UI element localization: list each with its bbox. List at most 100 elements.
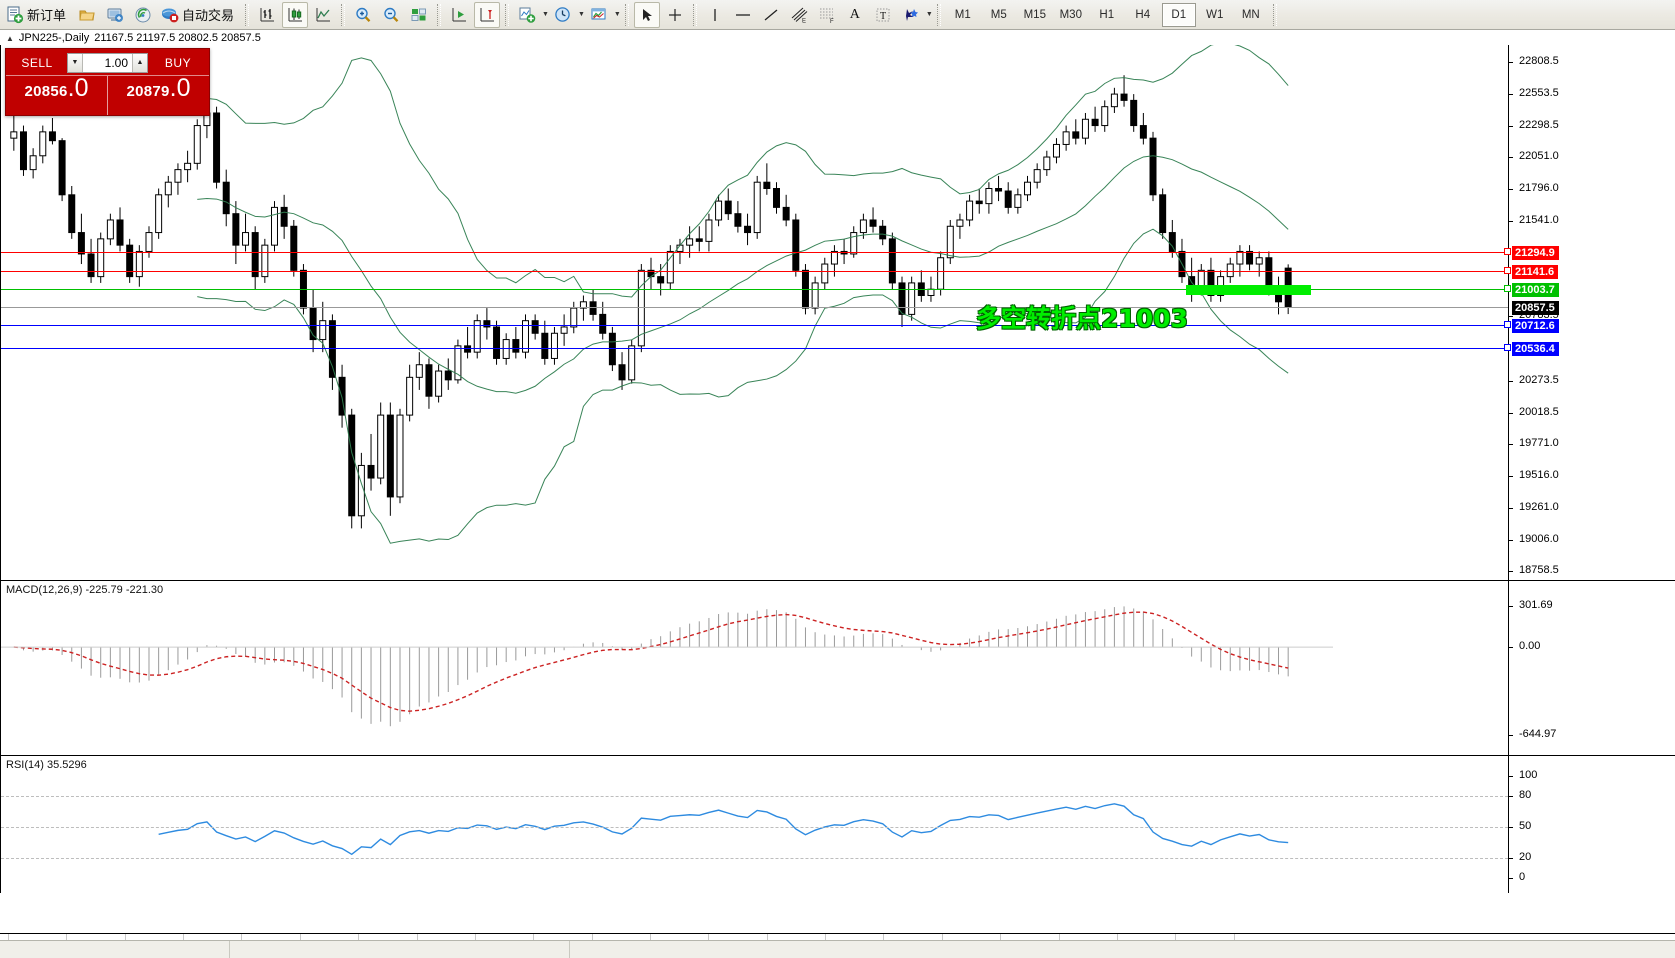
sell-price-int: 20856 bbox=[24, 83, 68, 100]
level-line-21294.9[interactable] bbox=[1, 252, 1508, 254]
bar-chart-icon bbox=[260, 7, 275, 21]
timeframe-w1[interactable]: W1 bbox=[1206, 8, 1224, 21]
volume-up-icon[interactable]: ▲ bbox=[132, 53, 147, 72]
volume-value[interactable]: 1.00 bbox=[104, 55, 128, 70]
terminal-icon-button[interactable] bbox=[102, 2, 128, 28]
timeframe-m15[interactable]: M15 bbox=[1023, 8, 1046, 21]
macd-axis[interactable]: 301.69 0.00 -644.97 bbox=[1508, 581, 1675, 755]
vertical-line-button[interactable] bbox=[702, 2, 728, 28]
price-tick-label-8: 20018.5 bbox=[1519, 405, 1559, 418]
timeframe-group: M1 M5 M15 M30 H1 H4 D1 W1 MN bbox=[945, 2, 1269, 27]
auto-trading-button[interactable]: 自动交易 bbox=[158, 2, 240, 28]
timeframe-h4[interactable]: H4 bbox=[1135, 8, 1151, 21]
level-handle-icon[interactable] bbox=[1504, 267, 1511, 275]
chart-shift-button[interactable] bbox=[446, 2, 472, 28]
rsi-tick bbox=[1509, 827, 1513, 828]
folder-icon-button[interactable] bbox=[74, 2, 100, 28]
templates-chevron-down-icon[interactable]: ▼ bbox=[613, 11, 621, 18]
toolbar-separator bbox=[437, 3, 442, 26]
price-level-tag-20712.6[interactable]: 20712.6 bbox=[1504, 319, 1559, 334]
timeframe-mn[interactable]: MN bbox=[1241, 8, 1260, 21]
buy-button[interactable]: BUY bbox=[151, 52, 205, 73]
toolbar-separator bbox=[624, 3, 629, 26]
indicators-button[interactable] bbox=[514, 2, 540, 28]
cursor-icon bbox=[642, 8, 652, 21]
new-order-button[interactable]: 新订单 bbox=[3, 2, 72, 28]
price-level-tag-20857.5[interactable]: 20857.5 bbox=[1512, 301, 1559, 316]
chart-symbol-label: JPN225-,Daily bbox=[18, 32, 90, 44]
macd-pane[interactable]: MACD(12,26,9) -225.79 -221.30 301.69 0.00… bbox=[0, 580, 1675, 755]
level-line-21141.6[interactable] bbox=[1, 271, 1508, 273]
line-chart-button[interactable] bbox=[310, 2, 336, 28]
price-tick-label-1: 22553.5 bbox=[1519, 86, 1559, 99]
level-handle-icon[interactable] bbox=[1504, 248, 1511, 256]
volume-down-icon[interactable]: ▼ bbox=[68, 53, 83, 72]
timeframe-h1[interactable]: H1 bbox=[1099, 8, 1115, 21]
timeframe-m1[interactable]: M1 bbox=[954, 8, 971, 21]
auto-scroll-button[interactable] bbox=[474, 1, 501, 28]
price-tick bbox=[1509, 443, 1513, 445]
zoom-in-button[interactable] bbox=[350, 2, 376, 28]
text-label-button[interactable]: T bbox=[870, 2, 896, 28]
period-button[interactable] bbox=[550, 2, 576, 28]
timeframe-d1[interactable]: D1 bbox=[1161, 2, 1196, 27]
tile-windows-button[interactable] bbox=[406, 2, 432, 28]
price-level-tag-21003.7[interactable]: 21003.7 bbox=[1504, 282, 1559, 297]
indicators-chevron-down-icon[interactable]: ▼ bbox=[542, 11, 549, 18]
level-line-21003.7[interactable] bbox=[1, 288, 1508, 290]
signal-icon bbox=[135, 7, 151, 22]
shapes-button[interactable] bbox=[898, 2, 924, 28]
macd-tick-label-0: 301.69 bbox=[1519, 599, 1553, 612]
signal-icon-button[interactable] bbox=[130, 2, 156, 28]
status-bar bbox=[0, 940, 1675, 958]
timeframe-m30[interactable]: M30 bbox=[1059, 8, 1082, 21]
price-tick-label-5: 21541.0 bbox=[1519, 214, 1559, 227]
sell-button[interactable]: SELL bbox=[10, 52, 64, 73]
cursor-button[interactable] bbox=[633, 1, 660, 28]
horizontal-line-button[interactable] bbox=[730, 2, 756, 28]
text-button[interactable]: A bbox=[842, 2, 868, 28]
crosshair-button[interactable] bbox=[662, 2, 688, 28]
fibonacci-icon: F bbox=[819, 8, 834, 24]
timeframe-m5[interactable]: M5 bbox=[990, 8, 1007, 21]
sell-price[interactable]: 20856 .0 bbox=[6, 76, 108, 115]
rsi-axis[interactable]: 100 80 50 20 0 bbox=[1508, 756, 1675, 893]
level-line-20712.6[interactable] bbox=[1, 325, 1508, 327]
shapes-chevron-down-icon[interactable]: ▼ bbox=[925, 11, 933, 18]
collapse-triangle-icon[interactable]: ▲ bbox=[6, 33, 14, 43]
equidistant-channel-button[interactable]: E bbox=[786, 2, 812, 28]
rsi-tick bbox=[1509, 857, 1513, 859]
rsi-guide-20 bbox=[1, 857, 1508, 859]
level-handle-icon[interactable] bbox=[1504, 321, 1511, 329]
level-handle-icon[interactable] bbox=[1504, 343, 1511, 351]
candlestick-chart-button[interactable] bbox=[282, 1, 309, 28]
level-line-20857.5[interactable] bbox=[1, 307, 1508, 309]
period-chevron-down-icon[interactable]: ▼ bbox=[577, 11, 585, 18]
templates-button[interactable] bbox=[586, 2, 612, 28]
buy-price[interactable]: 20879 .0 bbox=[108, 76, 209, 115]
rsi-plot[interactable] bbox=[1, 756, 1508, 893]
price-axis[interactable]: 22808.5 22553.5 22298.5 22051.0 21796.0 21541… bbox=[1504, 45, 1675, 580]
rsi-pane[interactable]: RSI(14) 35.5296 100 80 50 20 0 bbox=[0, 755, 1675, 893]
chart-area[interactable]: 多空转折点21003 22808.5 22553.5 22298.5 22051.0 2… bbox=[0, 45, 1675, 933]
macd-plot[interactable] bbox=[1, 581, 1508, 755]
level-line-20536.4[interactable] bbox=[1, 347, 1508, 349]
toolbar-separator bbox=[1272, 3, 1277, 26]
price-plot[interactable]: 多空转折点21003 bbox=[1, 45, 1508, 580]
zoom-in-icon bbox=[356, 7, 371, 22]
price-level-tag-21294.9[interactable]: 21294.9 bbox=[1504, 246, 1559, 261]
zoom-out-button[interactable] bbox=[378, 2, 404, 28]
level-handle-icon[interactable] bbox=[1504, 284, 1511, 292]
bar-chart-button[interactable] bbox=[254, 2, 280, 28]
price-tick-label-2: 22298.5 bbox=[1519, 118, 1559, 131]
trendline-button[interactable] bbox=[758, 2, 784, 28]
price-level-tag-21141.6[interactable]: 21141.6 bbox=[1504, 265, 1559, 280]
price-pane[interactable]: 多空转折点21003 22808.5 22553.5 22298.5 22051.0 2… bbox=[0, 45, 1675, 580]
one-click-trading-panel[interactable]: SELL ▼ 1.00 ▲ BUY 20856 .0 20879 .0 bbox=[5, 48, 210, 116]
price-level-tag-20536.4[interactable]: 20536.4 bbox=[1504, 341, 1559, 356]
fibonacci-button[interactable]: F bbox=[814, 2, 840, 28]
toolbar-separator bbox=[245, 3, 250, 26]
highlight-box bbox=[1186, 284, 1311, 295]
volume-stepper[interactable]: ▼ 1.00 ▲ bbox=[67, 52, 148, 73]
sell-price-frac: .0 bbox=[67, 74, 89, 102]
